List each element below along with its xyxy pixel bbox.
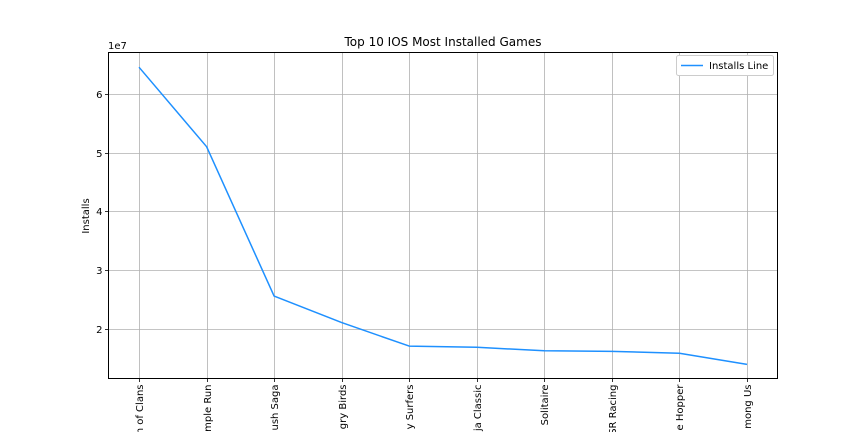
- chart-title: Top 10 IOS Most Installed Games: [344, 35, 542, 49]
- legend: Installs Line: [676, 55, 774, 76]
- y-tick-label: 4: [96, 207, 102, 218]
- x-tick-label: e Hopper: [675, 384, 686, 431]
- legend-label: Installs Line: [709, 61, 768, 72]
- y-axis-offset-label: 1e7: [108, 41, 127, 52]
- x-tick-label: Solitaire: [540, 385, 551, 426]
- y-tick-label: 2: [96, 325, 102, 336]
- x-tick-label: ja Classic: [473, 385, 484, 432]
- x-tick-label: n of Clans: [135, 385, 146, 432]
- x-tick-label: mong Us: [743, 385, 754, 429]
- x-tick-label: y Surfers: [405, 385, 416, 430]
- x-tick-label: SR Racing: [608, 385, 619, 432]
- series-layer: [138, 66, 748, 366]
- x-tick-label: ush Saga: [270, 385, 281, 431]
- legend-box: [676, 55, 774, 76]
- x-tick-label: mple Run: [203, 385, 214, 432]
- y-tick-label: 3: [96, 266, 102, 277]
- x-axis-ticks: n of Clans mple Run ush Saga gry Birds y Sur…: [135, 378, 754, 432]
- plot-frame: [108, 52, 778, 379]
- y-tick-label: 6: [96, 90, 102, 101]
- series-line-installs: [138, 66, 748, 366]
- x-tick-label: gry Birds: [338, 385, 349, 430]
- y-axis-ticks: 2 3 4 5 6: [96, 90, 109, 336]
- y-tick-label: 5: [96, 149, 102, 160]
- grid: [108, 52, 778, 379]
- y-axis-label: Installs: [81, 198, 92, 233]
